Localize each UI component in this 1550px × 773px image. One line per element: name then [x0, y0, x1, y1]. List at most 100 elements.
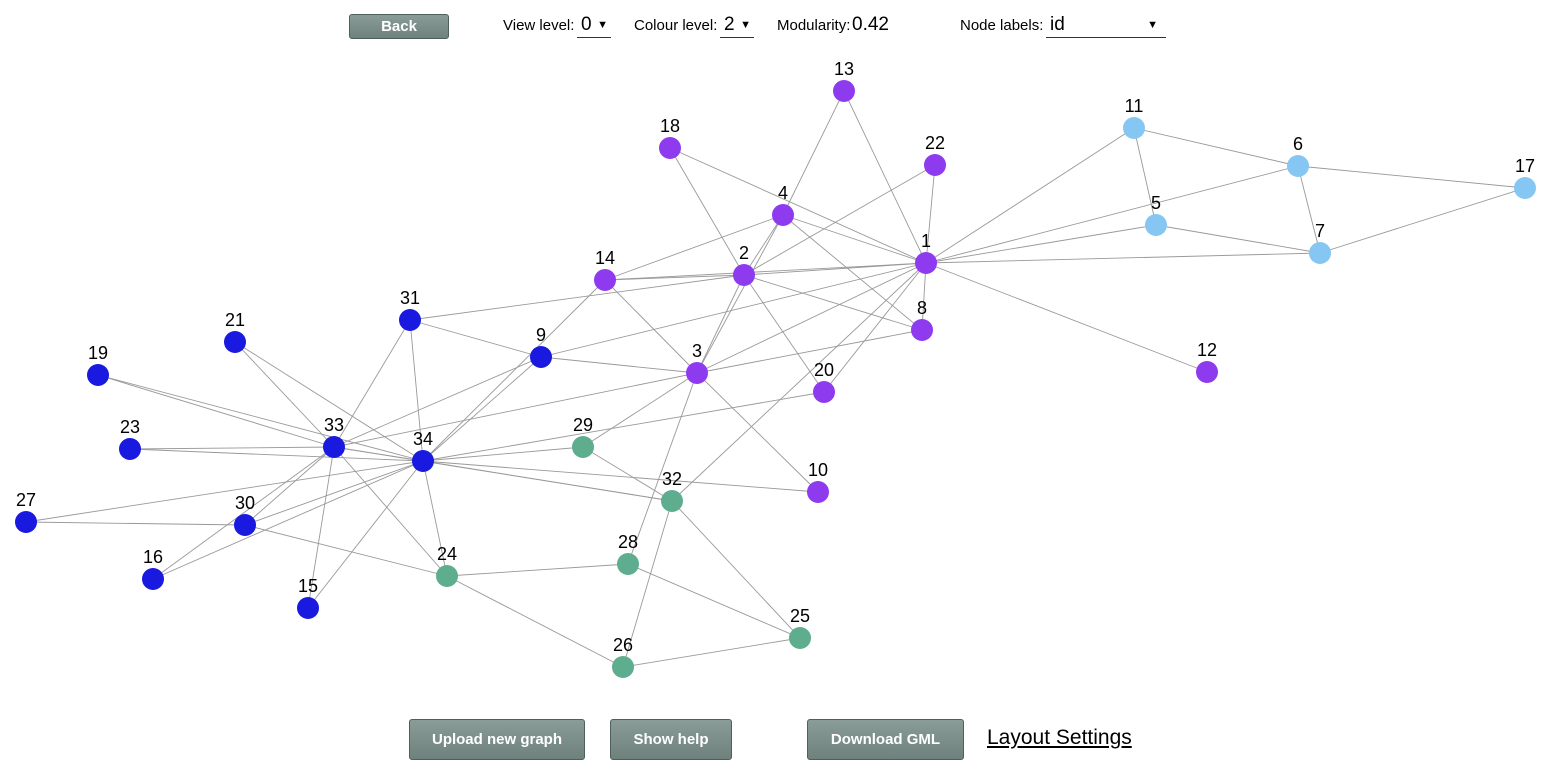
graph-edge	[604, 262, 927, 281]
graph-edge	[669, 147, 927, 264]
node-label: 19	[88, 343, 108, 363]
graph-node-9[interactable]	[530, 346, 552, 368]
graph-node-10[interactable]	[807, 481, 829, 503]
graph-node-33[interactable]	[323, 436, 345, 458]
graph-node-15[interactable]	[297, 597, 319, 619]
graph-node-22[interactable]	[924, 154, 946, 176]
graph-edge	[604, 274, 745, 281]
graph-edge	[823, 262, 927, 393]
node-label: 21	[225, 310, 245, 330]
graph-node-17[interactable]	[1514, 177, 1536, 199]
node-label: 9	[536, 325, 546, 345]
graph-edge	[422, 446, 584, 462]
graph-edge	[129, 446, 335, 450]
node-label: 10	[808, 460, 828, 480]
download-gml-button[interactable]: Download GML	[807, 719, 964, 760]
graph-edge	[1297, 165, 1321, 254]
graph-node-32[interactable]	[661, 490, 683, 512]
graph-edge	[843, 90, 927, 264]
graph-edge	[333, 319, 411, 448]
node-label: 20	[814, 360, 834, 380]
graph-node-14[interactable]	[594, 269, 616, 291]
graph-node-5[interactable]	[1145, 214, 1167, 236]
graph-node-2[interactable]	[733, 264, 755, 286]
graph-edge	[540, 262, 927, 358]
node-labels-label: Node labels:	[960, 17, 1044, 34]
graph-node-12[interactable]	[1196, 361, 1218, 383]
graph-node-24[interactable]	[436, 565, 458, 587]
view-level-select[interactable]: 0 ▼	[577, 14, 611, 38]
colour-level-select[interactable]: 2 ▼	[720, 14, 754, 38]
graph-edge	[446, 563, 629, 577]
graph-node-1[interactable]	[915, 252, 937, 274]
node-label: 33	[324, 415, 344, 435]
graph-edge	[244, 460, 424, 526]
graph-node-7[interactable]	[1309, 242, 1331, 264]
graph-edge	[152, 446, 335, 580]
graph-node-21[interactable]	[224, 331, 246, 353]
graph-edge	[409, 319, 424, 462]
node-label: 15	[298, 576, 318, 596]
view-level-value: 0	[581, 14, 592, 35]
graph-node-26[interactable]	[612, 656, 634, 678]
graph-node-23[interactable]	[119, 438, 141, 460]
graph-node-4[interactable]	[772, 204, 794, 226]
graph-node-8[interactable]	[911, 319, 933, 341]
graph-edge	[234, 341, 335, 448]
graph-edge	[743, 214, 784, 276]
graph-edge	[921, 262, 927, 331]
node-label: 6	[1293, 134, 1303, 154]
graph-edge	[782, 214, 923, 331]
graph-edge	[422, 356, 542, 462]
graph-edge	[622, 637, 801, 668]
graph-edge	[925, 165, 1299, 264]
graph-edge	[333, 356, 542, 448]
layout-settings-link[interactable]: Layout Settings	[987, 726, 1132, 749]
graph-node-16[interactable]	[142, 568, 164, 590]
graph-edge	[307, 446, 335, 609]
graph-edge	[1155, 224, 1321, 254]
graph-node-25[interactable]	[789, 627, 811, 649]
upload-graph-button[interactable]: Upload new graph	[409, 719, 585, 760]
graph-node-28[interactable]	[617, 553, 639, 575]
graph-edge	[1133, 127, 1299, 167]
graph-edge	[925, 224, 1157, 264]
node-label: 24	[437, 544, 457, 564]
node-label: 30	[235, 493, 255, 513]
graph-edge	[25, 521, 246, 526]
graph-node-31[interactable]	[399, 309, 421, 331]
graph-node-29[interactable]	[572, 436, 594, 458]
graph-edge	[422, 391, 825, 462]
graph-edge	[627, 563, 801, 639]
graph-edge	[627, 372, 698, 565]
node-labels-value: id	[1050, 14, 1065, 35]
graph-node-18[interactable]	[659, 137, 681, 159]
graph-node-6[interactable]	[1287, 155, 1309, 177]
graph-edge	[409, 319, 542, 358]
node-labels-select[interactable]: id ▼	[1046, 14, 1166, 38]
graph-edge	[409, 274, 745, 321]
chevron-down-icon: ▼	[597, 19, 608, 31]
graph-node-20[interactable]	[813, 381, 835, 403]
graph-node-13[interactable]	[833, 80, 855, 102]
graph-node-3[interactable]	[686, 362, 708, 384]
graph-edge	[604, 214, 784, 281]
view-level-label: View level:	[503, 17, 575, 34]
graph-node-19[interactable]	[87, 364, 109, 386]
graph-edge	[671, 500, 801, 639]
graph-edge	[422, 460, 448, 577]
graph-node-11[interactable]	[1123, 117, 1145, 139]
node-label: 29	[573, 415, 593, 435]
node-label: 2	[739, 243, 749, 263]
graph-edge	[925, 127, 1135, 264]
graph-node-27[interactable]	[15, 511, 37, 533]
show-help-button[interactable]: Show help	[610, 719, 732, 760]
graph-node-30[interactable]	[234, 514, 256, 536]
graph-edge	[743, 274, 825, 393]
back-button[interactable]: Back	[349, 14, 449, 39]
graph-edge	[446, 575, 624, 668]
graph-edge	[925, 164, 936, 264]
graph-node-34[interactable]	[412, 450, 434, 472]
